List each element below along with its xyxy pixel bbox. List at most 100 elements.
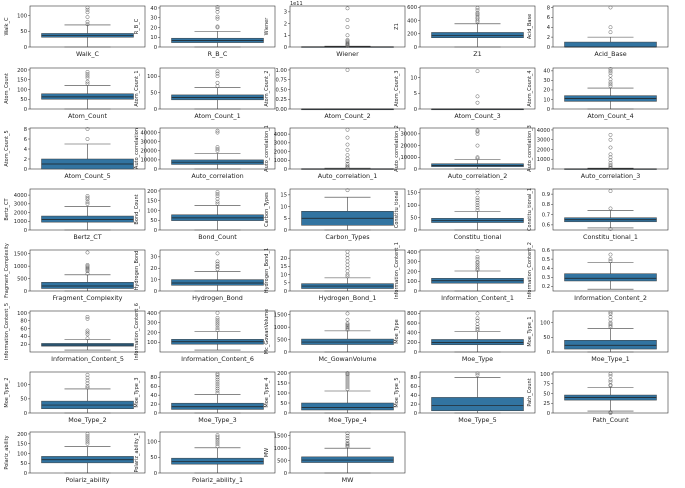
y-tick-label: 80 <box>20 319 27 325</box>
y-tick-label: 75 <box>543 382 550 388</box>
outlier-point <box>215 24 220 29</box>
panel-carbon_types: 0 5 10 15 Carbon_Types Carbon_Types <box>264 188 406 241</box>
panel-auto_correlation_1: 0 1000 2000 3000 4000 Auto_correlation_1 Auto_… <box>264 125 406 180</box>
y-tick-label: 0 <box>154 471 157 477</box>
panel-acid_base: 0 2 4 6 8 Acid_Base Acid_Base <box>527 5 669 58</box>
x-axis-label: Path_Count <box>592 416 629 424</box>
iqr-box <box>41 93 134 100</box>
outlier-point <box>475 69 480 74</box>
y-tick-label: 0 <box>284 45 287 51</box>
y-tick-label: 10 <box>410 75 417 81</box>
y-tick-label: 0 <box>414 45 417 51</box>
outlier-point <box>345 256 350 261</box>
y-axis-label: Bond_Count <box>134 194 140 224</box>
y-tick-label: 0 <box>154 45 157 51</box>
x-axis-label: Fragment_Complexity <box>53 294 123 302</box>
outlier-point <box>608 258 613 263</box>
y-tick-label: 60 <box>410 384 417 390</box>
y-tick-label: 0 <box>547 411 550 417</box>
outlier-point <box>475 316 480 321</box>
y-tick-label: 150 <box>17 442 27 448</box>
y-tick-label: 0.3 <box>542 275 550 281</box>
plot-frame <box>552 371 669 414</box>
y-tick-label: 200 <box>407 32 417 38</box>
y-tick-label: 200 <box>407 340 417 346</box>
outlier-point <box>345 379 350 383</box>
outlier-point <box>608 163 613 168</box>
y-tick-label: 150 <box>407 191 417 197</box>
outlier-point <box>608 206 613 211</box>
outlier-point <box>85 264 90 269</box>
y-tick-label: 40 <box>410 393 417 399</box>
outlier-point <box>475 254 480 259</box>
outlier-point <box>215 377 220 382</box>
y-axis-label: Moe_Type_1 <box>527 316 533 346</box>
y-tick-label: 1000 <box>274 158 287 164</box>
y-tick-label: 2000 <box>274 149 287 155</box>
y-tick-label: 400 <box>147 311 157 317</box>
panel-bertz_ct: 0 1000 2000 3000 4000 Bertz_CT Bertz_CT <box>4 188 146 241</box>
panel-mw: 0 500 1000 1500 MW MW <box>264 431 406 484</box>
panel-atom_count_1: 0 50 100 Atom_Count_1 Atom_Count_1 <box>134 67 276 120</box>
y-tick-label: 0 <box>24 45 27 51</box>
y-tick-label: 30 <box>150 255 157 261</box>
y-tick-label: 0 <box>154 228 157 234</box>
panel-auto_correlation_2: 0100002000030000Auto_correlation_2Auto_c… <box>394 125 536 180</box>
outlier-point <box>608 68 613 73</box>
outlier-point <box>215 315 220 320</box>
outlier-point <box>345 40 350 45</box>
outlier-point <box>608 410 613 415</box>
outlier-point <box>475 13 480 18</box>
outlier-point <box>215 373 220 378</box>
x-axis-label: Moe_Type_2 <box>68 416 107 424</box>
outlier-point <box>85 73 90 78</box>
y-tick-label: 500 <box>277 458 287 464</box>
panel-polariz_ability: 0 50 100 150 200 Polariz_ability Polariz_abili… <box>4 431 146 484</box>
y-tick-label: 40 <box>150 393 157 399</box>
outlier-point <box>608 132 613 137</box>
iqr-box <box>564 340 657 350</box>
outlier-point <box>475 371 480 376</box>
x-axis-label: Moe_Type_4 <box>328 416 367 424</box>
outlier-point <box>345 311 350 316</box>
y-tick-label: 150 <box>277 381 287 387</box>
y-tick-label: 15 <box>280 193 287 199</box>
plot-frame <box>159 310 276 353</box>
outlier-point <box>608 165 613 170</box>
panel-atom_count_4: 0 10 20 30 40 Atom_Count_4 Atom_Count_4 <box>527 67 669 120</box>
outlier-point <box>608 320 613 325</box>
y-tick-label: 0.2 <box>542 284 550 290</box>
iqr-box <box>564 273 657 282</box>
y-axis-label: Wiener <box>264 17 270 36</box>
plot-frame <box>552 249 669 292</box>
y-tick-label: 50 <box>280 401 287 407</box>
panel-bond_count: 0 50 100 150 200 Bond_Count Bond_Count <box>134 188 276 241</box>
y-tick-label: 500 <box>277 337 287 343</box>
outlier-point <box>85 372 90 377</box>
y-tick-label: 3000 <box>537 138 550 144</box>
y-tick-label: 30000 <box>140 139 157 145</box>
panel-moe_type_2: 0 50 100 Moe_Type_2 Moe_Type_2 <box>4 371 146 424</box>
x-axis-label: Hydrogen_Bond_1 <box>319 294 377 302</box>
x-axis-label: Z1 <box>473 50 481 58</box>
outlier-point <box>608 5 613 10</box>
outlier-point <box>85 439 90 444</box>
y-tick-label: 0.6 <box>542 248 550 254</box>
outlier-point <box>215 319 220 324</box>
plot-frame <box>289 67 406 110</box>
outlier-point <box>215 382 220 386</box>
outlier-point <box>608 373 613 378</box>
y-axis-label: Information_Content_2 <box>527 242 533 299</box>
y-tick-label: 30000 <box>400 132 417 138</box>
panel-path_count: 0 25 50 75 100 Path_Count Path_Count <box>527 371 669 424</box>
outlier-point <box>608 314 613 319</box>
y-axis-label: Z1 <box>394 23 400 30</box>
y-tick-label: 0 <box>547 107 550 113</box>
outlier-point <box>85 200 90 205</box>
y-axis-label: Polariz_ability_1 <box>134 433 140 473</box>
x-axis-label: Information_Content_2 <box>574 294 647 302</box>
outlier-point <box>608 383 613 388</box>
panel-moe_type_3: 0 20 40 60 80 Moe_Type_3 Moe_Type_3 <box>134 371 276 424</box>
y-tick-label: 10000 <box>400 155 417 161</box>
outlier-point <box>215 199 220 204</box>
